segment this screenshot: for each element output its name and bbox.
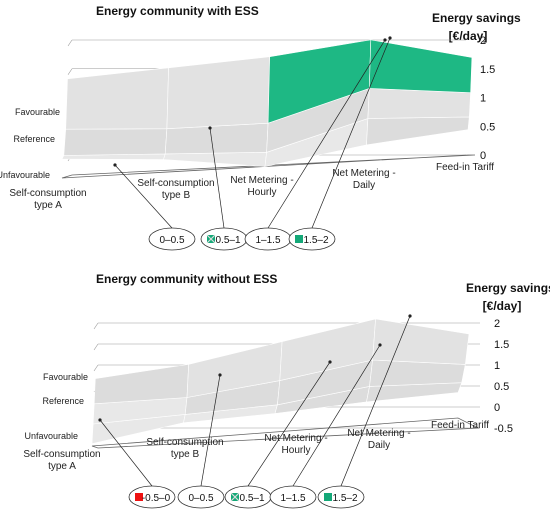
x-tick-label-line2: Daily [368, 440, 390, 451]
pointer-tip [208, 126, 211, 129]
chart-title: Energy community with ESS [96, 4, 259, 18]
x-tick-label: Self-consumption [9, 188, 86, 199]
z-tick-label: -0.5 [494, 423, 513, 435]
y-tick-label: Unfavourable [0, 170, 50, 180]
legend-label: 0.5–1 [215, 235, 240, 246]
pointer-tip [408, 314, 411, 317]
chart-with-ess: Energy community with ESS Energy savings[… [0, 4, 521, 250]
gridline-side [94, 365, 98, 371]
y-tick-label: Favourable [15, 107, 60, 117]
x-tick-label-line2: type B [162, 190, 191, 201]
x-tick-label-line2: Daily [353, 180, 375, 191]
legend-label: 1.5–2 [332, 493, 357, 504]
surface-cell [66, 68, 169, 129]
surface-cell [167, 57, 270, 129]
surface-cell [369, 40, 472, 93]
x-tick-label-line2: type A [48, 461, 76, 472]
legend-label: 0–0.5 [159, 235, 184, 246]
z-tick-label: 0.5 [494, 381, 509, 393]
y-tick-label: Reference [42, 396, 84, 406]
x-tick-label-line2: type A [34, 200, 62, 211]
z-tick-label: 1.5 [494, 339, 509, 351]
x-tick-label: Net Metering - [332, 168, 395, 179]
x-tick-label: Feed-in Tariff [436, 162, 494, 173]
pointer-tip [113, 163, 116, 166]
chart-without-ess: Energy community without ESS Energy savin… [23, 272, 550, 508]
y-tick-label: Unfavourable [24, 431, 78, 441]
x-tick-label: Self-consumption [146, 437, 223, 448]
x-tick-label-line2: type B [171, 449, 200, 460]
pointer-tip [388, 36, 391, 39]
pointer-tip [383, 38, 386, 41]
surface-cell [94, 364, 189, 404]
legend-swatch [295, 235, 303, 243]
legend-label: 1.5–2 [303, 235, 328, 246]
x-tick-label: Self-consumption [23, 449, 100, 460]
z-tick-label: 0.5 [480, 121, 495, 133]
legend-label: 1–1.5 [255, 235, 280, 246]
z-axis-label: Energy savings [466, 281, 550, 295]
gridline-side [68, 69, 72, 75]
surface-cell [64, 129, 167, 156]
legend-swatch [324, 493, 332, 501]
z-tick-label: 1.5 [480, 64, 495, 76]
z-tick-label: 0 [494, 402, 500, 414]
legend-label: 0.5–1 [239, 493, 264, 504]
x-tick-label: Net Metering - [264, 433, 327, 444]
z-tick-label: 2 [480, 35, 486, 47]
legend-label: 1–1.5 [280, 493, 305, 504]
gridline-side [94, 344, 98, 350]
y-tick-label: Favourable [43, 372, 88, 382]
pointer-tip [328, 360, 331, 363]
legend-label: -0.5–0 [142, 493, 171, 504]
y-tick-label: Reference [13, 134, 55, 144]
legend-label: 0–0.5 [188, 493, 213, 504]
z-tick-label: 1 [480, 93, 486, 105]
z-tick-label: 1 [494, 360, 500, 372]
x-tick-label: Net Metering - [347, 428, 410, 439]
chart-title: Energy community without ESS [96, 272, 277, 286]
surface-cell [368, 88, 471, 118]
z-tick-label: 2 [494, 318, 500, 330]
pointer-tip [378, 343, 381, 346]
pointer-tip [98, 418, 101, 421]
z-axis-unit: [€/day] [483, 299, 522, 313]
x-tick-label: Self-consumption [137, 178, 214, 189]
gridline-side [94, 323, 98, 329]
x-tick-label: Net Metering - [230, 175, 293, 186]
x-tick-label: Feed-in Tariff [431, 420, 489, 431]
pointer-tip [218, 373, 221, 376]
z-tick-label: 0 [480, 150, 486, 162]
surface-cell [373, 319, 469, 365]
surface-cell [367, 117, 470, 145]
z-axis-label: Energy savings [432, 11, 521, 25]
gridline-side [68, 40, 72, 46]
x-tick-label-line2: Hourly [248, 187, 277, 198]
x-tick-label-line2: Hourly [282, 445, 311, 456]
